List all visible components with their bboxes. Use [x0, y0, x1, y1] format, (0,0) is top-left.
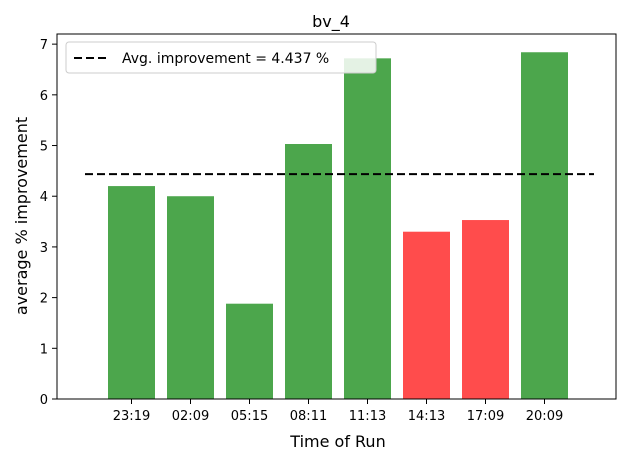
y-tick-label: 3: [40, 241, 48, 256]
plot-frame: [56, 33, 617, 400]
y-tick-label: 6: [40, 89, 48, 104]
bar-0811: [285, 144, 332, 399]
y-axis-label: average % improvement: [12, 117, 31, 315]
legend-box: [65, 41, 377, 74]
legend: Avg. improvement = 4.437 %: [65, 41, 377, 74]
bar-0209: [167, 196, 214, 399]
x-tick-label: 23:19: [113, 409, 150, 424]
y-tick-label: 7: [40, 38, 48, 53]
x-axis-label: Time of Run: [289, 432, 385, 451]
legend-label: Avg. improvement = 4.437 %: [122, 51, 329, 67]
x-axis: 23:19 02:09 05:15 08:11 11:13 14:13 17:09 20:09: [113, 399, 563, 424]
bar-1413: [403, 231, 450, 399]
x-tick-label: 05:15: [231, 409, 268, 424]
y-tick-label: 0: [40, 393, 48, 408]
bar-0515: [226, 303, 273, 399]
y-tick-label: 4: [40, 190, 48, 205]
bars-group: [108, 52, 568, 399]
x-tick-label: 11:13: [349, 409, 386, 424]
x-tick-label: 17:09: [467, 409, 504, 424]
y-tick-label: 5: [40, 140, 48, 155]
bar-2009: [521, 52, 568, 399]
x-tick-label: 20:09: [526, 409, 563, 424]
y-axis: 0 1 2 3 4 5 6 7: [40, 38, 57, 408]
y-tick-label: 1: [40, 342, 48, 357]
y-tick-label: 2: [40, 292, 48, 307]
bar-2319: [108, 186, 155, 399]
bar-1709: [462, 220, 509, 399]
x-tick-label: 14:13: [408, 409, 445, 424]
bar-1113: [344, 58, 391, 399]
x-tick-label: 02:09: [172, 409, 209, 424]
chart-title: bv_4: [312, 12, 350, 32]
x-tick-label: 08:11: [290, 409, 327, 424]
